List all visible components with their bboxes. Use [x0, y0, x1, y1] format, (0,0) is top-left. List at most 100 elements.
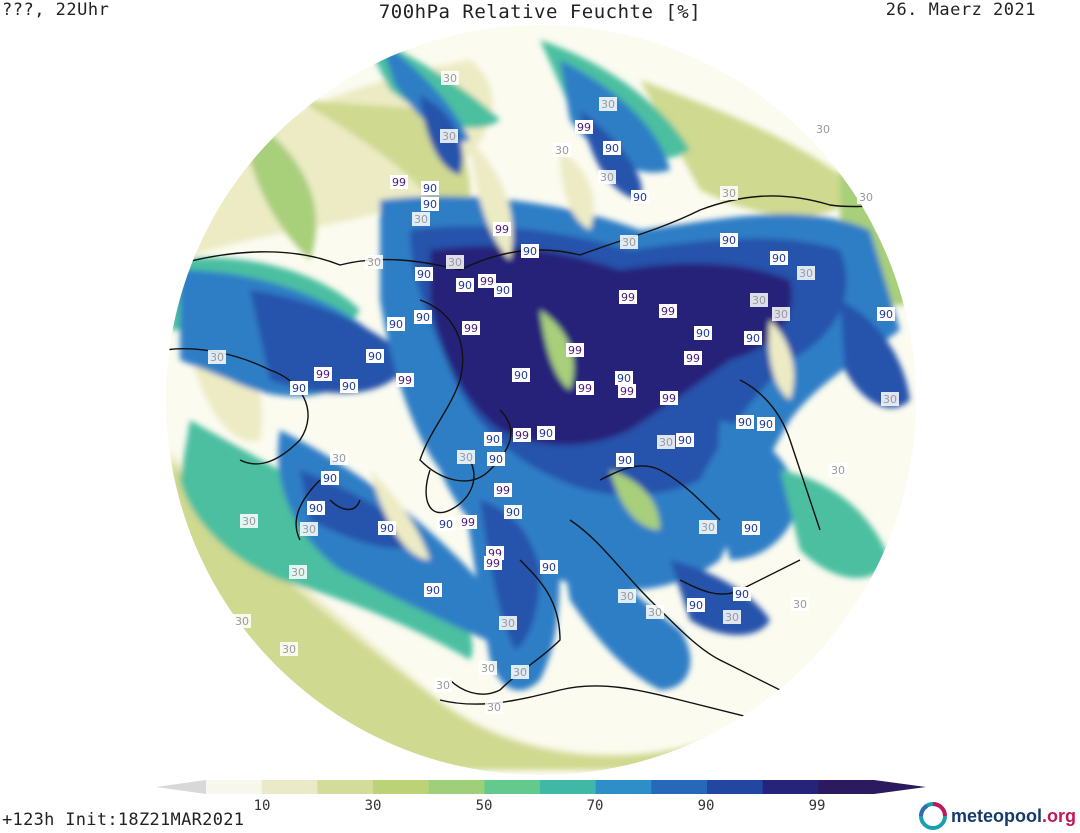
contour-label-90: 90 — [537, 426, 555, 440]
coastline — [739, 379, 821, 531]
contour-label-30: 30 — [791, 597, 809, 611]
svg-text:90: 90 — [633, 191, 647, 204]
svg-text:30: 30 — [291, 566, 305, 579]
humidity-region-olive — [300, 100, 471, 240]
svg-text:90: 90 — [368, 350, 382, 363]
svg-text:30: 30 — [448, 256, 462, 269]
svg-text:90: 90 — [309, 502, 323, 515]
contour-label-30: 30 — [881, 392, 899, 406]
svg-text:90: 90 — [618, 454, 632, 467]
contour-label-99: 99 — [619, 290, 637, 304]
contour-label-90: 90 — [437, 517, 455, 531]
contour-label-99: 99 — [390, 175, 408, 189]
svg-text:99: 99 — [577, 121, 591, 134]
svg-text:30: 30 — [367, 256, 381, 269]
svg-text:30: 30 — [859, 191, 873, 204]
contour-label-30: 30 — [441, 71, 459, 85]
svg-text:90: 90 — [744, 522, 758, 535]
coastline — [174, 195, 906, 271]
contour-label-99: 99 — [566, 343, 584, 357]
contour-label-30: 30 — [412, 212, 430, 226]
svg-text:30: 30 — [620, 590, 634, 603]
svg-text:90: 90 — [617, 372, 631, 385]
svg-text:30: 30 — [282, 643, 296, 656]
contour-label-90: 90 — [456, 278, 474, 292]
legend-swatch — [261, 780, 318, 794]
legend-swatch — [818, 780, 875, 794]
contour-label-30: 30 — [365, 255, 383, 269]
contour-label-90: 90 — [378, 521, 396, 535]
contour-label-90: 90 — [290, 381, 308, 395]
svg-text:30: 30 — [555, 144, 569, 157]
svg-text:30: 30 — [659, 436, 673, 449]
legend-tick-label: 99 — [809, 798, 826, 814]
contour-label-30: 30 — [750, 293, 768, 307]
legend-swatch — [540, 780, 597, 794]
legend-swatch — [428, 780, 485, 794]
svg-text:90: 90 — [489, 453, 503, 466]
forecast-day-time: ???, 22Uhr — [2, 0, 110, 20]
svg-text:30: 30 — [442, 130, 456, 143]
contour-label-30: 30 — [657, 435, 675, 449]
svg-text:90: 90 — [514, 369, 528, 382]
svg-text:90: 90 — [506, 506, 520, 519]
svg-text:99: 99 — [495, 223, 509, 236]
humidity-region-blue — [718, 420, 800, 560]
contour-label-99: 99 — [484, 556, 502, 570]
contour-label-99: 99 — [478, 274, 496, 288]
svg-text:99: 99 — [515, 429, 529, 442]
svg-text:90: 90 — [423, 182, 437, 195]
legend-tick-label: 30 — [365, 798, 382, 814]
contour-label-30: 30 — [434, 678, 452, 692]
svg-text:99: 99 — [661, 305, 675, 318]
svg-text:90: 90 — [523, 245, 537, 258]
contour-label-30: 30 — [620, 235, 638, 249]
svg-text:90: 90 — [458, 279, 472, 292]
humidity-region-blue — [380, 40, 470, 142]
contour-label-30: 30 — [720, 186, 738, 200]
legend-arrow-high — [874, 780, 926, 794]
brand-name: meteopool — [950, 805, 1042, 826]
contour-label-30: 30 — [857, 190, 875, 204]
coastline — [599, 465, 721, 521]
svg-text:99: 99 — [316, 368, 330, 381]
contour-label-30: 30 — [814, 122, 832, 136]
svg-text:30: 30 — [816, 123, 830, 136]
svg-text:30: 30 — [501, 617, 515, 630]
svg-text:30: 30 — [302, 523, 316, 536]
humidity-region-green — [610, 470, 660, 530]
humidity-region-royal — [840, 300, 910, 409]
svg-text:90: 90 — [772, 252, 786, 265]
brand-logo[interactable]: meteopool.org — [918, 801, 1076, 831]
svg-text:30: 30 — [235, 615, 249, 628]
contour-label-90: 90 — [733, 587, 751, 601]
contour-label-90: 90 — [414, 310, 432, 324]
svg-text:30: 30 — [242, 515, 256, 528]
contour-label-30: 30 — [699, 520, 717, 534]
svg-text:30: 30 — [752, 294, 766, 307]
humidity-region-blue — [560, 540, 691, 690]
contour-label-30: 30 — [553, 143, 571, 157]
contour-label-30: 30 — [618, 589, 636, 603]
legend-swatch — [651, 780, 708, 794]
brand-tld: .org — [1042, 805, 1076, 826]
svg-text:30: 30 — [481, 662, 495, 675]
legend-tick-label: 70 — [587, 798, 604, 814]
contour-label-99: 99 — [462, 321, 480, 335]
svg-text:99: 99 — [461, 516, 475, 529]
svg-text:30: 30 — [725, 611, 739, 624]
contour-label-30: 30 — [797, 266, 815, 280]
contour-label-99: 99 — [396, 373, 414, 387]
contour-label-90: 90 — [676, 433, 694, 447]
legend-swatch — [206, 780, 263, 794]
coastline — [449, 559, 561, 695]
contour-label-30: 30 — [723, 610, 741, 624]
contour-label-90: 90 — [687, 598, 705, 612]
contour-label-90: 90 — [770, 251, 788, 265]
contour-label-30: 30 — [289, 565, 307, 579]
contour-label-30: 30 — [233, 614, 251, 628]
svg-text:30: 30 — [793, 598, 807, 611]
humidity-region-blue — [560, 60, 670, 173]
contour-label-30: 30 — [499, 616, 517, 630]
